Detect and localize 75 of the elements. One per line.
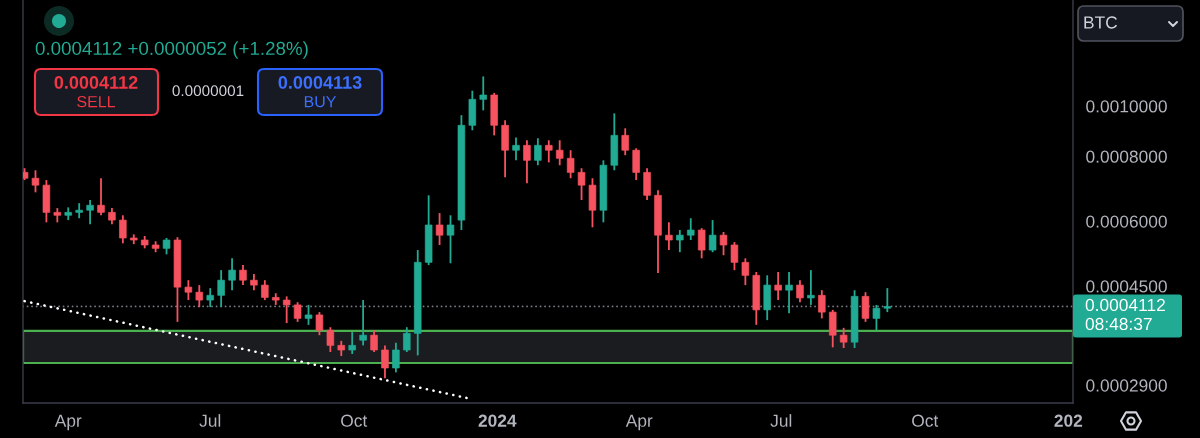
candlestick xyxy=(359,299,367,347)
candlestick xyxy=(785,271,793,315)
candlestick xyxy=(676,229,684,254)
candlestick xyxy=(566,149,575,180)
text: BTC xyxy=(1084,16,1118,29)
candlestick xyxy=(86,199,94,226)
x-tick-label: Oct xyxy=(912,414,939,427)
candlestick xyxy=(381,344,389,380)
candlestick xyxy=(643,167,651,201)
ref-line-label: 0.0004112 xyxy=(1085,298,1165,312)
candlestick xyxy=(730,241,739,272)
candlestick xyxy=(293,301,302,323)
candlestick xyxy=(665,221,673,251)
candlestick xyxy=(796,279,804,304)
candlestick xyxy=(697,227,706,260)
candlestick xyxy=(839,326,848,349)
candlestick xyxy=(195,284,204,309)
y-tick-label: 0.0008000 xyxy=(1086,150,1167,163)
x-tick-label: Apr xyxy=(54,414,82,431)
candlestick xyxy=(239,264,247,287)
candlestick xyxy=(184,279,193,301)
annotation: 0.0004112 xyxy=(54,76,138,89)
text: 0.0004112 +0.0000052 (+1.28%) xyxy=(35,41,308,59)
candlestick xyxy=(687,217,695,241)
y-tick-label: 0.0006000 xyxy=(1086,215,1167,228)
candlestick xyxy=(632,147,640,182)
x-tick-label: Jul xyxy=(770,414,792,427)
y-tick-label: 0.0010000 xyxy=(1086,100,1167,113)
candlestick xyxy=(479,75,487,112)
candlestick xyxy=(403,326,411,353)
candlestick xyxy=(304,304,313,326)
annotation: BUY xyxy=(304,96,337,108)
y-tick-label: 0.0004500 xyxy=(1086,280,1167,293)
candlestick xyxy=(829,308,837,349)
text: 08:48:37 xyxy=(1085,317,1152,331)
candlestick xyxy=(741,257,750,287)
candlestick xyxy=(217,269,225,309)
annotation: 0.0004113 xyxy=(278,76,362,89)
x-tick-label: Jul xyxy=(199,414,221,427)
candlestick xyxy=(435,212,444,246)
candlestick xyxy=(621,127,629,157)
candlestick xyxy=(119,214,127,245)
candlestick xyxy=(512,136,520,162)
candlestick xyxy=(523,139,531,185)
candlestick xyxy=(883,287,892,314)
candlestick xyxy=(534,137,542,167)
candlestick xyxy=(577,167,586,201)
candlestick xyxy=(392,341,400,374)
candlestick xyxy=(348,331,356,355)
candlestick xyxy=(282,295,291,324)
candlestick xyxy=(446,214,455,265)
candlestick xyxy=(807,269,815,306)
x-tick-label: Oct xyxy=(341,414,368,427)
y-tick-label: 0.0002900 xyxy=(1086,379,1167,392)
candlestick xyxy=(370,329,378,353)
x-tick-label: 2024 xyxy=(478,414,517,427)
candlestick xyxy=(861,291,870,323)
annotation: SELL xyxy=(77,95,116,108)
candlestick xyxy=(872,304,881,332)
candlestick xyxy=(261,279,269,301)
annotation: 0.0000001 xyxy=(172,85,244,97)
candlestick xyxy=(326,326,335,353)
candlestick xyxy=(97,177,105,217)
candlestick xyxy=(206,287,214,309)
candlestick xyxy=(555,139,564,167)
candlestick xyxy=(228,257,236,292)
candlestick xyxy=(545,139,553,164)
candlestick xyxy=(818,289,826,320)
candlestick xyxy=(719,231,728,257)
candlestick xyxy=(31,169,40,194)
candlestick xyxy=(708,219,717,254)
candlestick xyxy=(774,271,782,301)
x-tick-label: Apr xyxy=(625,414,653,431)
x-tick-label: 202 xyxy=(1054,414,1083,427)
candlestick xyxy=(315,311,324,337)
